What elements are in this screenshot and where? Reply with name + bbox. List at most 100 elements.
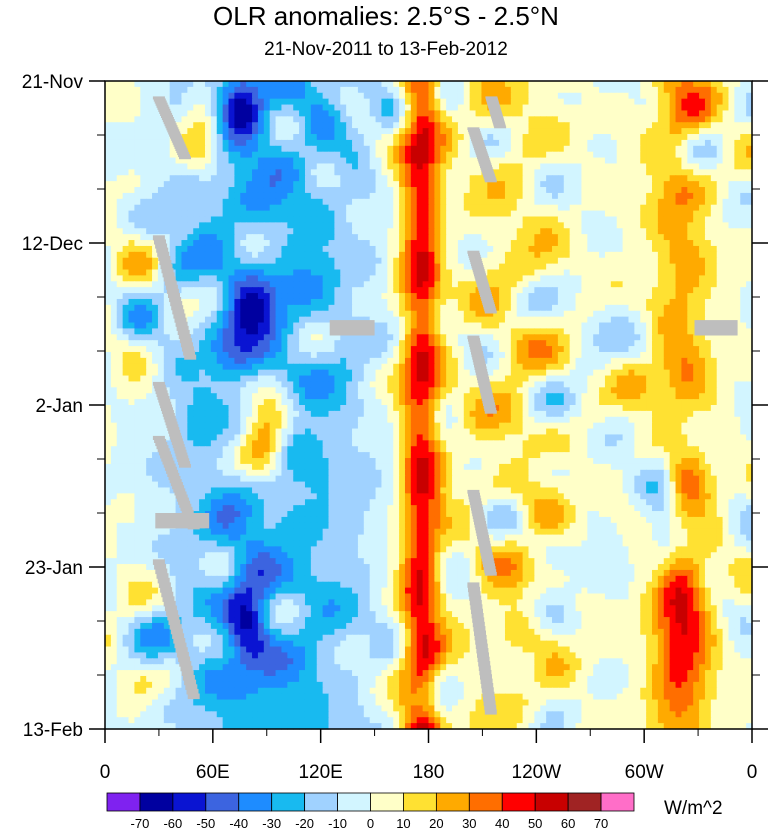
field-cell	[610, 222, 618, 229]
field-cell	[193, 328, 200, 335]
field-cell	[575, 245, 583, 253]
field-cell	[610, 104, 618, 112]
field-cell	[228, 322, 235, 330]
field-cell	[328, 240, 335, 247]
field-cell	[352, 151, 359, 159]
field-cell	[399, 104, 406, 112]
field-cell	[269, 110, 277, 117]
field-cell	[728, 334, 735, 341]
field-cell	[510, 216, 518, 223]
field-cell	[357, 122, 365, 129]
field-cell	[404, 298, 412, 306]
field-cell	[734, 145, 741, 153]
field-cell	[199, 92, 206, 100]
field-cell	[328, 281, 335, 288]
field-cell	[157, 304, 165, 312]
field-cell	[434, 175, 441, 182]
field-cell	[263, 104, 271, 112]
field-cell	[152, 81, 159, 88]
field-cell	[410, 340, 418, 347]
field-cell	[593, 287, 600, 294]
field-cell	[393, 92, 400, 100]
field-cell	[587, 163, 594, 170]
field-cell	[593, 340, 600, 347]
field-cell	[187, 322, 194, 330]
field-cell	[416, 257, 424, 265]
field-cell	[428, 151, 435, 159]
field-cell	[316, 257, 324, 265]
field-cell	[740, 187, 747, 194]
field-cell	[452, 204, 459, 212]
field-cell	[504, 198, 512, 206]
field-cell	[622, 245, 630, 253]
field-cell	[628, 263, 635, 271]
field-cell	[610, 192, 618, 200]
field-cell	[740, 316, 747, 324]
field-cell	[687, 116, 694, 123]
field-cell	[575, 322, 583, 330]
field-cell	[463, 187, 471, 194]
field-cell	[604, 240, 612, 247]
field-cell	[304, 122, 312, 129]
field-cell	[746, 322, 753, 330]
field-cell	[304, 328, 312, 335]
field-cell	[510, 104, 518, 112]
field-cell	[410, 139, 418, 147]
field-cell	[587, 198, 594, 206]
field-cell	[481, 210, 488, 218]
field-cell	[328, 128, 335, 135]
field-cell	[369, 340, 377, 347]
field-cell	[369, 298, 377, 306]
field-cell	[399, 151, 406, 159]
field-cell	[369, 346, 377, 353]
field-cell	[675, 334, 683, 341]
field-cell	[599, 245, 606, 253]
field-cell	[346, 293, 353, 300]
field-cell	[116, 139, 124, 147]
field-cell	[375, 104, 383, 112]
field-cell	[210, 269, 218, 276]
field-cell	[304, 310, 312, 318]
field-cell	[604, 234, 612, 241]
field-cell	[681, 110, 688, 117]
field-cell	[199, 263, 206, 271]
field-cell	[287, 304, 294, 312]
field-cell	[169, 322, 177, 330]
field-cell	[422, 116, 430, 123]
field-cell	[252, 340, 259, 347]
field-cell	[610, 198, 618, 206]
field-cell	[457, 175, 465, 182]
field-cell	[422, 293, 430, 300]
field-cell	[246, 275, 253, 282]
field-cell	[634, 98, 641, 106]
field-cell	[552, 322, 559, 330]
field-cell	[675, 104, 683, 112]
field-cell	[310, 328, 318, 335]
field-cell	[546, 216, 553, 223]
field-cell	[722, 122, 730, 129]
field-cell	[722, 92, 730, 100]
field-cell	[275, 169, 283, 176]
field-cell	[569, 198, 577, 206]
field-cell	[446, 198, 453, 206]
field-cell	[187, 216, 194, 223]
field-cell	[587, 110, 594, 117]
field-cell	[634, 210, 641, 218]
field-cell	[357, 334, 365, 341]
field-cell	[481, 334, 488, 341]
field-cell	[634, 304, 641, 312]
field-cell	[699, 151, 706, 159]
field-cell	[716, 216, 724, 223]
field-cell	[722, 263, 730, 271]
field-cell	[687, 157, 694, 165]
field-cell	[299, 134, 306, 141]
field-cell	[299, 86, 306, 94]
field-cell	[404, 116, 412, 123]
field-cell	[699, 92, 706, 100]
field-cell	[363, 304, 371, 312]
field-cell	[416, 151, 424, 159]
field-cell	[363, 204, 371, 212]
field-cell	[352, 86, 359, 94]
field-cell	[569, 251, 577, 259]
field-cell	[340, 145, 347, 153]
